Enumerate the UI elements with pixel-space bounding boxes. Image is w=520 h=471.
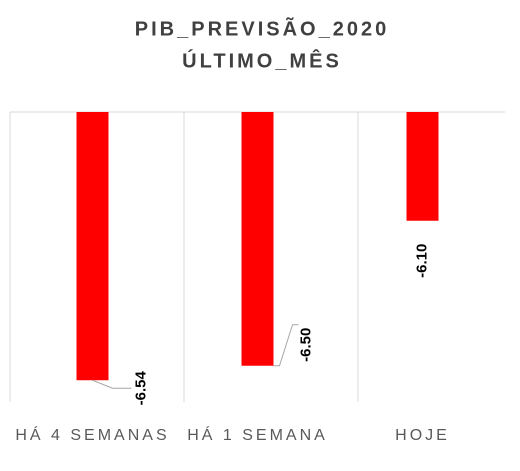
x-tick-label: HÁ 4 SEMANAS	[15, 425, 169, 444]
data-label: -6.54	[132, 371, 149, 406]
chart-title: PIB_PREVISÃO_2020	[135, 17, 389, 40]
leader-line	[273, 324, 299, 367]
data-label: -6.10	[413, 244, 430, 278]
bar	[406, 112, 439, 221]
bar	[76, 112, 109, 381]
x-tick-label: HÁ 1 SEMANA	[187, 425, 328, 444]
leader-line	[92, 379, 132, 389]
bar	[241, 112, 274, 366]
chart-title: ÚLTIMO_MÊS	[182, 48, 342, 72]
x-tick-label: HOJE	[395, 427, 450, 444]
data-label: -6.50	[297, 328, 314, 362]
